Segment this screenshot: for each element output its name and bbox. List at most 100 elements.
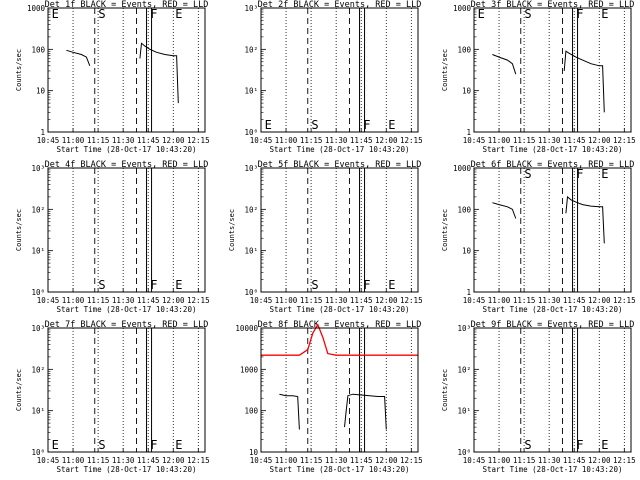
y-tick-label: 1: [466, 128, 471, 137]
y-axis-label: Counts/sec: [441, 209, 449, 251]
x-tick-label: 11:45: [137, 136, 160, 145]
marker-letter: F: [576, 167, 583, 181]
x-axis-label: Start Time (28-Oct-17 10:43:20): [57, 465, 197, 474]
x-tick-label: 11:00: [62, 296, 85, 305]
plot-frame: [260, 167, 419, 293]
x-tick-label: 11:15: [300, 296, 323, 305]
x-tick-label: 10:45: [37, 456, 60, 465]
plot-frame: [47, 7, 206, 133]
detector-panel-5: Det 5f BLACK = Events, RED = LLD Counts/s…: [228, 160, 423, 314]
panel-title: Det 1f BLACK = Events, RED = LLD: [45, 0, 209, 10]
y-tick-label: 10: [36, 87, 46, 96]
plot-frame: [260, 327, 419, 453]
y-tick-label: 10³: [244, 4, 258, 13]
x-tick-label: 12:00: [588, 296, 611, 305]
x-tick-label: 11:00: [275, 136, 298, 145]
panel-title: Det 6f BLACK = Events, RED = LLD: [471, 160, 635, 170]
y-tick-label: 10¹: [31, 407, 45, 416]
x-tick-label: 11:15: [513, 136, 536, 145]
x-tick-label: 10:45: [250, 296, 273, 305]
x-tick-label: 11:00: [62, 136, 85, 145]
y-tick-label: 10: [462, 247, 472, 256]
x-tick-label: 12:00: [588, 136, 611, 145]
marker-letter: F: [576, 438, 583, 452]
detector-panel-1: Det 1f BLACK = Events, RED = LLD Counts/s…: [15, 0, 210, 154]
events-series-line: [492, 202, 517, 219]
x-tick-label: 11:30: [538, 136, 561, 145]
detector-panel-9: Det 9f BLACK = Events, RED = LLD Counts/s…: [441, 320, 636, 474]
x-axis-label: Start Time (28-Oct-17 10:43:20): [483, 305, 623, 314]
x-tick-label: 10:45: [463, 296, 486, 305]
marker-letter: E: [601, 438, 608, 452]
x-axis-label: Start Time (28-Oct-17 10:43:20): [270, 305, 410, 314]
x-tick-label: 12:15: [400, 136, 423, 145]
x-tick-label: 11:45: [137, 456, 160, 465]
panel-title: Det 7f BLACK = Events, RED = LLD: [45, 320, 209, 330]
y-tick-label: 1000: [453, 4, 472, 13]
y-tick-label: 10: [249, 448, 259, 457]
x-tick-label: 12:15: [400, 456, 423, 465]
y-axis-label: Counts/sec: [15, 369, 23, 411]
x-tick-label: 11:30: [112, 296, 135, 305]
y-tick-label: 10²: [31, 205, 45, 214]
x-tick-label: 11:30: [538, 456, 561, 465]
x-tick-label: 11:00: [488, 136, 511, 145]
detector-panel-6: Det 6f BLACK = Events, RED = LLD Counts/s…: [441, 160, 636, 314]
panel-title: Det 8f BLACK = Events, RED = LLD: [258, 320, 422, 330]
marker-letter: E: [601, 7, 608, 21]
y-tick-label: 10³: [31, 324, 45, 333]
y-tick-label: 10⁰: [31, 288, 45, 297]
x-tick-label: 11:30: [325, 296, 348, 305]
y-axis-label: Counts/sec: [228, 209, 236, 251]
x-tick-label: 11:30: [325, 456, 348, 465]
marker-letter: F: [576, 7, 583, 21]
y-tick-label: 10¹: [457, 407, 471, 416]
x-tick-label: 11:15: [87, 136, 110, 145]
y-tick-label: 1000: [240, 365, 259, 374]
panel-title: Det 5f BLACK = Events, RED = LLD: [258, 160, 422, 170]
y-tick-label: 100: [457, 45, 471, 54]
marker-letter: S: [524, 7, 531, 21]
panel-title: Det 2f BLACK = Events, RED = LLD: [258, 0, 422, 10]
y-tick-label: 10³: [31, 164, 45, 173]
x-axis-label: Start Time (28-Oct-17 10:43:20): [57, 145, 197, 154]
y-axis-label: Counts/sec: [441, 49, 449, 91]
marker-letter: E: [478, 7, 485, 21]
detector-panel-3: Det 3f BLACK = Events, RED = LLD Counts/s…: [441, 0, 636, 154]
panel-title: Det 4f BLACK = Events, RED = LLD: [45, 160, 209, 170]
marker-letter: E: [388, 278, 395, 292]
marker-letter: E: [175, 278, 182, 292]
x-axis-label: Start Time (28-Oct-17 10:43:20): [483, 145, 623, 154]
events-series-line: [563, 50, 605, 113]
x-tick-label: 12:15: [187, 136, 210, 145]
x-tick-label: 12:15: [400, 296, 423, 305]
marker-letter: E: [52, 7, 59, 21]
marker-letter: F: [363, 278, 370, 292]
marker-letter: S: [98, 438, 105, 452]
x-tick-label: 12:15: [187, 296, 210, 305]
events-series-line: [344, 393, 387, 430]
x-tick-label: 12:00: [375, 456, 398, 465]
x-tick-label: 10:45: [463, 456, 486, 465]
y-tick-label: 10⁰: [244, 288, 258, 297]
y-tick-label: 10000: [235, 324, 258, 333]
marker-letter: S: [98, 278, 105, 292]
x-tick-label: 11:45: [563, 456, 586, 465]
y-tick-label: 10: [462, 87, 472, 96]
x-tick-label: 10:45: [37, 296, 60, 305]
plot-frame: [47, 167, 206, 293]
y-tick-label: 1: [40, 128, 45, 137]
plot-frame: [473, 327, 632, 453]
x-tick-label: 11:15: [300, 456, 323, 465]
y-tick-label: 10³: [457, 324, 471, 333]
y-tick-label: 10³: [244, 164, 258, 173]
y-tick-label: 100: [244, 407, 258, 416]
y-tick-label: 10⁰: [457, 448, 471, 457]
x-tick-label: 11:45: [350, 456, 373, 465]
y-axis-label: Counts/sec: [15, 209, 23, 251]
y-tick-label: 10¹: [244, 247, 258, 256]
x-tick-label: 11:45: [350, 136, 373, 145]
y-tick-label: 1000: [453, 164, 472, 173]
y-tick-label: 1: [466, 288, 471, 297]
